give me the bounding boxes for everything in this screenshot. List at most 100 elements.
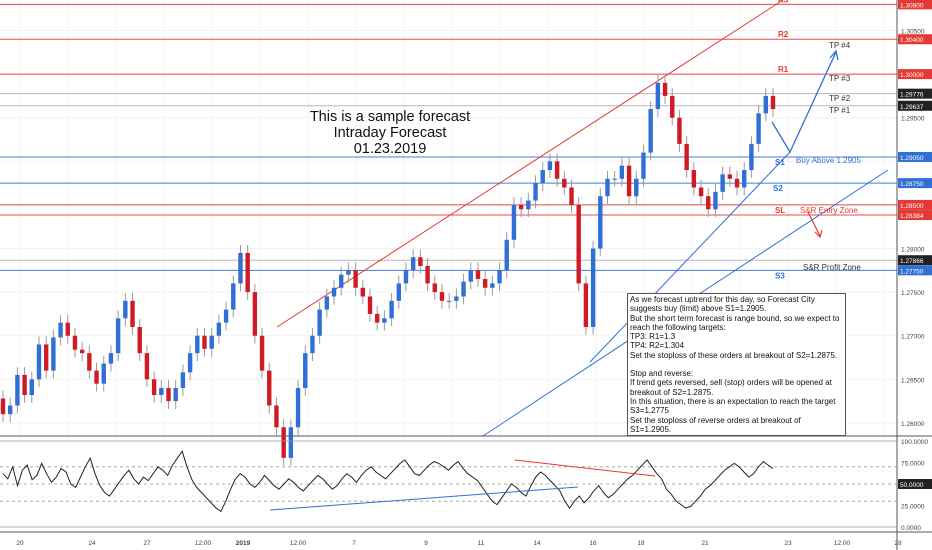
candle-down (770, 95, 776, 109)
candlesticks (0, 74, 776, 466)
osc-divergence-line (269, 486, 579, 511)
candle-down (267, 370, 272, 406)
candle-up (108, 353, 114, 364)
candle-down (418, 257, 423, 266)
price-tag-label: 1.29637 (900, 104, 924, 111)
candle-down (360, 287, 366, 297)
time-tick-label: 14 (533, 540, 541, 547)
candle-up (231, 283, 236, 310)
candle-up (238, 252, 243, 284)
candle-down (367, 296, 373, 314)
time-tick-label: 2019 (236, 540, 251, 547)
price-tag-label: 1.30800 (900, 2, 924, 9)
candle-up (763, 95, 769, 114)
candle-up (547, 161, 553, 171)
candle-down (698, 187, 704, 197)
support-trend-line (589, 151, 791, 363)
candle-down (475, 270, 481, 280)
candle-up (346, 270, 351, 275)
osc-tick-label: 75.0000 (901, 461, 925, 468)
time-tick-label: 23 (784, 540, 792, 547)
forecast-title-block: This is a sample forecast Intraday Forec… (300, 109, 480, 157)
candle-down (662, 82, 668, 96)
candle-up (180, 372, 186, 389)
candle-up (504, 239, 509, 271)
candle-down (375, 313, 380, 323)
candle-down (482, 279, 488, 288)
candle-up (310, 335, 315, 354)
candle-up (36, 344, 42, 380)
candle-down (79, 349, 85, 354)
note-line: But the short term forecast is range bou… (630, 313, 840, 332)
osc-tick-label: 25.0000 (901, 504, 925, 511)
price-tag-label: 1.28500 (900, 203, 924, 210)
time-tick-label: 18 (637, 540, 645, 547)
candle-up (461, 281, 466, 297)
candle-up (468, 270, 473, 282)
candle-down (583, 283, 589, 327)
time-tick-label: 16 (589, 540, 597, 547)
tp4-label: TP #4 (829, 41, 851, 50)
candle-down (166, 388, 171, 402)
candle-down (706, 196, 711, 210)
price-tick-label: 1.28000 (901, 247, 925, 254)
price-tick-label: 1.29500 (901, 116, 925, 123)
note-line: TP4: R2=1.304 (630, 341, 685, 351)
note-line: Set the stoploss of these orders at brea… (630, 350, 838, 360)
tp1-label: TP #1 (829, 106, 851, 115)
level-label: SL (775, 206, 785, 215)
candle-up (303, 353, 308, 389)
candle-up (295, 388, 301, 428)
time-tick-label: 28 (894, 540, 902, 547)
price-tick-label: 1.26500 (901, 377, 925, 384)
candle-up (223, 309, 229, 323)
candle-down (274, 405, 279, 428)
oscillator-line (2, 450, 774, 513)
forecast-title: This is a sample forecast (309, 109, 471, 125)
candle-up (742, 170, 747, 188)
time-tick-label: 12:00 (290, 540, 307, 547)
candle-up (58, 322, 63, 338)
candle-up (115, 318, 121, 354)
note-spacer (630, 360, 843, 369)
candle-up (540, 170, 545, 184)
time-tick-label: 9 (424, 540, 428, 547)
candle-down (569, 187, 574, 205)
candle-up (713, 191, 718, 210)
candle-up (51, 337, 56, 371)
candle-up (382, 318, 387, 323)
price-tag (898, 88, 932, 99)
candle-down (22, 374, 27, 396)
candle-down (137, 327, 142, 354)
candle-up (634, 178, 639, 197)
candle-up (101, 363, 106, 384)
sr-profit-label: S&R Profit Zone (803, 263, 861, 272)
candle-up (619, 165, 625, 179)
candle-up (403, 270, 409, 284)
price-tick-label: 1.27000 (901, 334, 925, 341)
candle-down (94, 370, 99, 384)
time-tick-label: 7 (352, 540, 356, 547)
candle-up (533, 183, 538, 201)
candle-down (432, 283, 437, 293)
price-tag (898, 151, 932, 162)
candle-up (605, 178, 610, 197)
level-label: S3 (775, 271, 785, 280)
candle-down (0, 398, 6, 415)
candle-up (173, 388, 178, 402)
candle-down (734, 178, 740, 188)
time-tick-label: 21 (701, 540, 709, 547)
note-line: As we forecast uptrend for this day, so … (630, 295, 815, 314)
candle-down (425, 265, 430, 284)
price-tag (898, 255, 932, 266)
candle-up (497, 270, 502, 284)
price-tag-label: 1.30000 (900, 72, 924, 79)
candle-up (15, 374, 20, 406)
price-tick-label: 1.30500 (901, 29, 925, 36)
candle-up (598, 196, 603, 249)
price-tag (898, 100, 932, 111)
level-label: R3 (778, 0, 789, 4)
candle-down (626, 165, 632, 197)
candle-up (187, 353, 193, 373)
